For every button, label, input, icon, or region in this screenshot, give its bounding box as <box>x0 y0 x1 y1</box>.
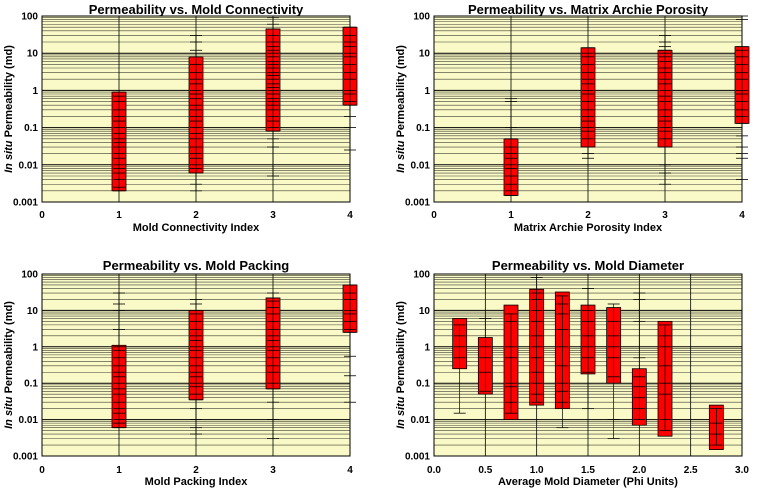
chart-4-ylabel: In situ Permeability (md) <box>395 301 407 429</box>
chart-1-ytick-label: 1 <box>32 86 38 97</box>
chart-2-ytick-label: 0.01 <box>411 160 431 171</box>
chart-2-ylabel-rest: Permeability (md) <box>395 45 407 141</box>
chart-1: 0.001 0.01 0.1 1 10 100 0 1 2 3 4 Permeability vs. … <box>3 2 358 234</box>
chart-3: 0.001 0.01 0.1 1 10 100 0 1 2 3 4 Permeability vs. … <box>3 258 358 488</box>
chart-2-ytick-label: 10 <box>419 49 431 60</box>
chart-3-xtick-label: 3 <box>270 465 276 476</box>
chart-4: 0.001 0.01 0.1 1 10 100 0.0 0.5 1.0 1.5 2.0 2.5 3.0 P… <box>395 258 749 488</box>
chart-1-ylabel-italic: In situ <box>3 140 15 173</box>
chart-2-ytick-label: 0.001 <box>405 198 430 209</box>
chart-4-ytick-label: 1 <box>424 342 430 353</box>
chart-1-ytick-label: 0.01 <box>19 160 39 171</box>
chart-1-xlabel: Mold Connectivity Index <box>133 222 260 234</box>
chart-4-frame <box>433 273 743 457</box>
chart-1-xtick-label: 4 <box>347 210 353 221</box>
chart-3-title: Permeability vs. Mold Packing <box>103 258 289 273</box>
chart-2-ytick-label: 100 <box>413 12 430 23</box>
chart-1-ylabel-rest: Permeability (md) <box>3 45 15 141</box>
chart-4-xtick-label: 2.0 <box>632 465 646 476</box>
chart-3-xtick-label: 4 <box>347 465 353 476</box>
chart-4-ytick-label: 10 <box>419 306 431 317</box>
chart-2-title: Permeability vs. Matrix Archie Porosity <box>468 2 709 17</box>
chart-1-xtick-label: 2 <box>193 210 199 221</box>
chart-1-xtick-label: 0 <box>39 210 45 221</box>
chart-1-ylabel: In situ Permeability (md) <box>3 45 15 173</box>
chart-2-xlabel: Matrix Archie Porosity Index <box>514 222 663 234</box>
chart-4-ytick-label: 100 <box>413 270 430 281</box>
chart-3-ylabel: In situ Permeability (md) <box>3 301 15 429</box>
chart-3-ytick-label: 0.001 <box>13 452 38 463</box>
chart-4-ytick-label: 0.1 <box>416 379 430 390</box>
chart-3-ytick-label: 0.1 <box>24 379 38 390</box>
chart-1-ytick-label: 0.1 <box>24 123 38 134</box>
chart-4-xtick-label: 0.5 <box>478 465 492 476</box>
chart-4-xtick-label: 2.5 <box>684 465 698 476</box>
chart-1-xtick-label: 1 <box>116 210 122 221</box>
chart-2-ylabel: In situ Permeability (md) <box>395 45 407 173</box>
chart-3-xtick-label: 0 <box>39 465 45 476</box>
chart-2-xtick-label: 1 <box>508 210 514 221</box>
chart-1-ytick-label: 0.001 <box>13 198 38 209</box>
chart-4-xtick-label: 3.0 <box>735 465 749 476</box>
chart-4-ylabel-italic: In situ <box>395 396 407 429</box>
chart-4-xtick-label: 1.5 <box>581 465 595 476</box>
chart-2-xtick-label: 4 <box>739 210 745 221</box>
chart-1-ytick-label: 10 <box>27 49 39 60</box>
chart-1-xtick-label: 3 <box>270 210 276 221</box>
chart-3-xtick-label: 2 <box>193 465 199 476</box>
chart-2: 0.001 0.01 0.1 1 10 100 0 1 2 3 4 Permeability vs. … <box>395 2 750 234</box>
chart-1-title: Permeability vs. Mold Connectivity <box>89 2 304 17</box>
chart-3-ytick-label: 0.01 <box>19 415 39 426</box>
chart-3-ylabel-rest: Permeability (md) <box>3 301 15 397</box>
chart-3-xtick-label: 1 <box>116 465 122 476</box>
chart-2-ylabel-italic: In situ <box>395 140 407 173</box>
chart-2-ytick-label: 0.1 <box>416 123 430 134</box>
chart-1-ytick-label: 100 <box>21 12 38 23</box>
chart-3-xlabel: Mold Packing Index <box>145 476 249 488</box>
chart-4-xtick-label: 1.0 <box>530 465 544 476</box>
chart-4-ytick-label: 0.01 <box>411 415 431 426</box>
chart-3-ylabel-italic: In situ <box>3 396 15 429</box>
chart-4-xtick-label: 0.0 <box>427 465 441 476</box>
chart-2-xtick-label: 0 <box>431 210 437 221</box>
chart-3-ytick-label: 10 <box>27 306 39 317</box>
chart-3-ytick-label: 1 <box>32 342 38 353</box>
chart-4-xlabel: Average Mold Diameter (Phi Units) <box>498 476 678 488</box>
chart-3-ytick-label: 100 <box>21 270 38 281</box>
chart-4-ytick-label: 0.001 <box>405 452 430 463</box>
chart-2-xtick-label: 2 <box>585 210 591 221</box>
chart-4-ylabel-rest: Permeability (md) <box>395 301 407 397</box>
chart-2-ytick-label: 1 <box>424 86 430 97</box>
chart-2-xtick-label: 3 <box>662 210 668 221</box>
chart-4-title: Permeability vs. Mold Diameter <box>492 258 684 273</box>
